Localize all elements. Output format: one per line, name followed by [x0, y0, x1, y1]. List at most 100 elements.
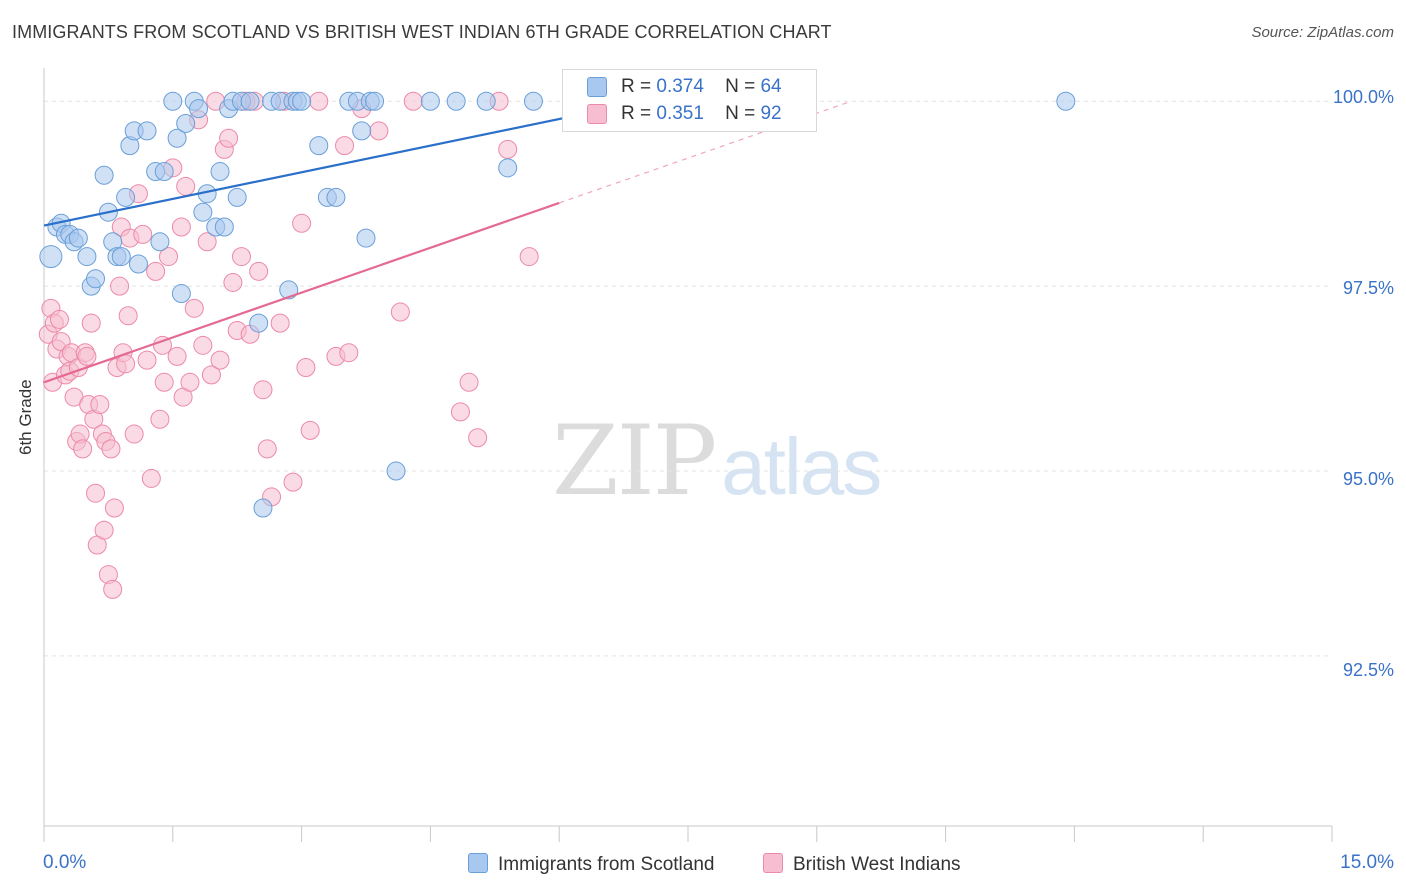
legend-r-value-bwi: 0.351	[656, 103, 704, 124]
point-bwi-84	[369, 121, 389, 141]
point-scotland-21	[150, 232, 170, 252]
legend-n-label: N =	[725, 76, 756, 97]
point-bwi-71	[257, 439, 277, 459]
point-bwi-30	[104, 498, 124, 518]
point-scotland-39	[249, 313, 269, 333]
point-scotland-29	[193, 202, 213, 222]
point-bwi-46	[154, 372, 174, 392]
point-bwi-54	[184, 298, 204, 318]
point-bwi-29	[103, 579, 123, 599]
point-scotland-6	[68, 228, 88, 248]
point-scotland-55	[365, 91, 385, 111]
point-scotland-40	[253, 498, 273, 518]
point-scotland-9	[86, 269, 106, 289]
point-bwi-52	[176, 176, 196, 196]
point-bwi-15	[73, 439, 93, 459]
trend-line-bwi	[43, 201, 560, 384]
point-bwi-17	[77, 346, 97, 366]
bottom-legend-bwi: British West Indians	[763, 853, 961, 876]
y-tick-label-95: 95.0%	[1342, 469, 1394, 489]
point-scotland-25	[171, 284, 191, 304]
legend-n-label: N =	[725, 103, 756, 124]
legend-r-value-scotland: 0.374	[656, 76, 704, 97]
point-bwi-76	[292, 213, 312, 233]
legend-n-value-bwi: 92	[760, 103, 782, 124]
point-bwi-91	[498, 139, 518, 159]
point-bwi-23	[90, 394, 110, 414]
bottom-legend-swatch-scotland	[468, 853, 488, 873]
point-scotland-19	[137, 121, 157, 141]
point-scotland-56	[386, 461, 406, 481]
point-bwi-82	[339, 343, 359, 363]
point-scotland-23	[163, 91, 183, 111]
chart-title: IMMIGRANTS FROM SCOTLAND VS BRITISH WEST…	[12, 22, 832, 42]
point-scotland-22	[154, 162, 174, 182]
point-scotland-0	[39, 245, 63, 269]
point-scotland-38	[240, 91, 260, 111]
y-tick-label-92-5: 92.5%	[1342, 660, 1394, 680]
point-scotland-18	[128, 254, 148, 274]
point-scotland-43	[279, 280, 299, 300]
point-scotland-47	[309, 136, 329, 156]
point-bwi-43	[146, 261, 166, 281]
point-scotland-61	[523, 91, 543, 111]
point-bwi-79	[309, 91, 329, 111]
point-scotland-46	[292, 91, 312, 111]
bottom-legend-scotland: Immigrants from Scotland	[468, 853, 714, 876]
point-bwi-42	[141, 468, 161, 488]
x-tick-label-max: 15.0%	[1340, 852, 1394, 873]
point-scotland-24	[167, 128, 187, 148]
watermark-atlas: atlas	[721, 422, 882, 511]
point-scotland-32	[210, 162, 230, 182]
trend-line-scotland	[43, 100, 646, 227]
point-bwi-49	[167, 346, 187, 366]
point-bwi-58	[201, 365, 221, 385]
bottom-legend-label-bwi: British West Indians	[793, 854, 961, 875]
point-bwi-62	[219, 128, 239, 148]
point-bwi-19	[81, 313, 101, 333]
point-scotland-7	[77, 247, 97, 267]
point-bwi-63	[223, 272, 243, 292]
point-bwi-50	[171, 217, 191, 237]
point-bwi-56	[193, 335, 213, 355]
point-bwi-28	[101, 439, 121, 459]
point-scotland-36	[227, 187, 247, 207]
point-bwi-21	[86, 483, 106, 503]
point-scotland-53	[356, 228, 376, 248]
point-bwi-25	[94, 520, 114, 540]
point-bwi-44	[150, 409, 170, 429]
point-bwi-77	[296, 358, 316, 378]
source-credit: Source: ZipAtlas.com	[1251, 24, 1394, 41]
legend-r-label: R =	[621, 103, 652, 124]
point-bwi-70	[253, 380, 273, 400]
trend-lines	[43, 100, 852, 384]
point-bwi-35	[116, 354, 136, 374]
legend-swatch-bwi	[587, 104, 607, 124]
watermark: ZIPatlas	[552, 405, 882, 517]
point-bwi-81	[335, 136, 355, 156]
point-bwi-88	[459, 372, 479, 392]
x-tick-label-min: 0.0%	[43, 852, 87, 873]
point-bwi-5	[49, 309, 69, 329]
data-points	[38, 91, 1076, 599]
axes	[43, 68, 1333, 842]
point-bwi-85	[390, 302, 410, 322]
y-tick-label-97-5: 97.5%	[1342, 278, 1394, 298]
point-scotland-59	[476, 91, 496, 111]
legend-n-value-scotland: 64	[760, 76, 782, 97]
point-bwi-78	[300, 420, 320, 440]
point-bwi-73	[270, 313, 290, 333]
point-bwi-65	[231, 247, 251, 267]
bottom-legend-label-scotland: Immigrants from Scotland	[498, 854, 715, 875]
point-bwi-32	[110, 276, 130, 296]
point-scotland-58	[446, 91, 466, 111]
point-bwi-41	[137, 350, 157, 370]
y-axis-label: 6th Grade	[16, 379, 35, 455]
point-scotland-60	[498, 158, 518, 178]
point-bwi-69	[249, 261, 269, 281]
point-scotland-14	[111, 247, 131, 267]
point-scotland-15	[116, 187, 136, 207]
point-scotland-52	[352, 121, 372, 141]
point-bwi-36	[118, 306, 138, 326]
